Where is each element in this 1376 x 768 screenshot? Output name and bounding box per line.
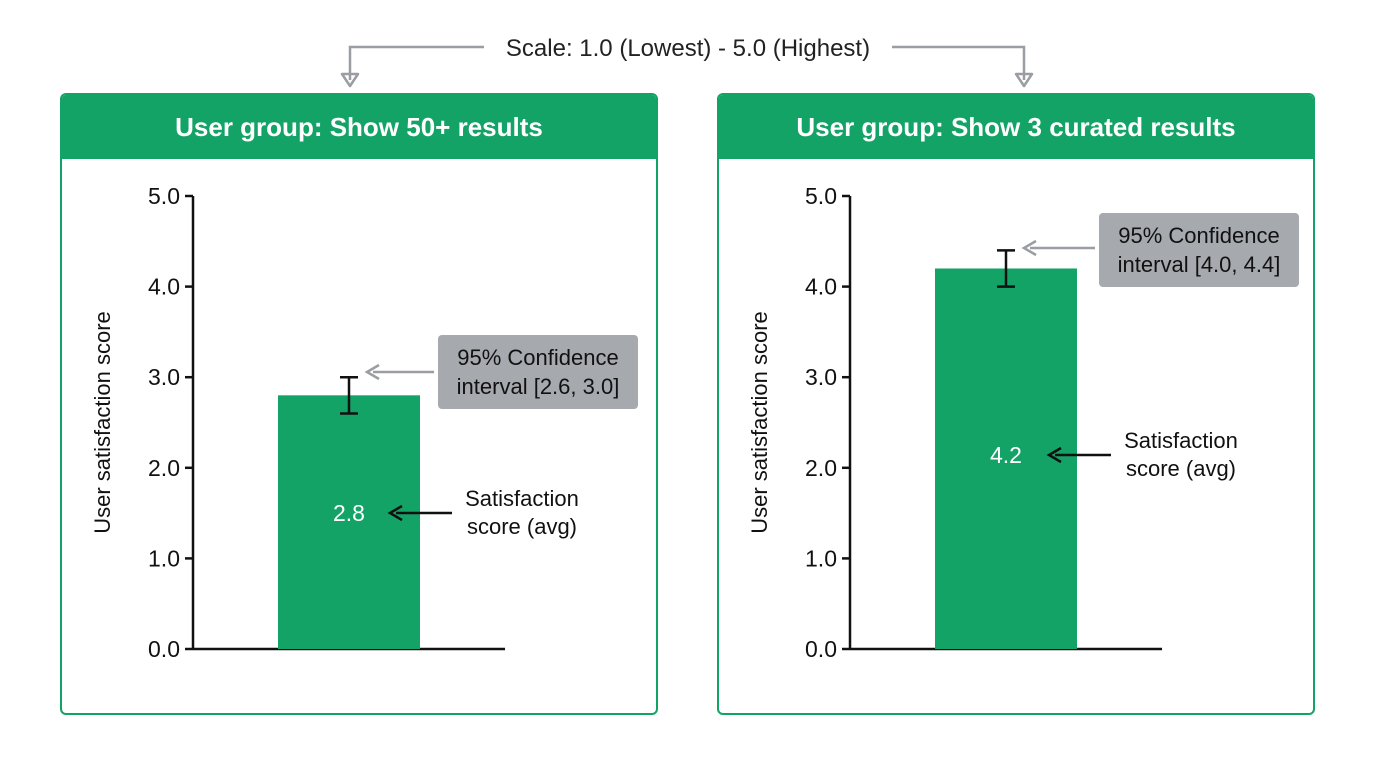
y-tick-label: 0.0 — [148, 636, 180, 662]
y-tick-label: 1.0 — [148, 545, 180, 571]
y-tick-label: 2.0 — [148, 455, 180, 481]
value-annotation-text: Satisfaction — [465, 486, 579, 511]
ci-callout-arrowhead — [364, 363, 380, 381]
value-annotation-text: Satisfaction — [1124, 428, 1238, 453]
y-tick-label: 3.0 — [805, 364, 837, 390]
bar-chart-left: 0.0 1.0 2.0 3.0 4.0 5.0 User satisfaction scor… — [90, 183, 638, 662]
y-tick-label: 0.0 — [805, 636, 837, 662]
scale-note-left-arrowhead — [340, 72, 360, 88]
bar-chart-right: 0.0 1.0 2.0 3.0 4.0 5.0 User satisfaction scor… — [747, 183, 1299, 662]
y-tick-label: 5.0 — [805, 183, 837, 209]
y-axis-label: User satisfaction score — [90, 311, 115, 534]
scale-note-right-connector — [892, 45, 1026, 80]
y-tick-label: 3.0 — [148, 364, 180, 390]
ci-callout-text: 95% Confidence — [1118, 223, 1279, 248]
scale-note-left-connector — [348, 45, 484, 80]
chart-panel-right: User group: Show 3 curated results 0.0 1.… — [717, 93, 1315, 715]
bar-value-label: 4.2 — [990, 442, 1022, 468]
bar — [278, 395, 420, 649]
ci-callout-text: 95% Confidence — [457, 345, 618, 370]
value-annotation-arrowhead — [387, 504, 403, 522]
ci-callout-arrowhead — [1021, 239, 1037, 257]
panel-title: User group: Show 3 curated results — [719, 95, 1313, 159]
value-annotation-text: score (avg) — [1126, 456, 1236, 481]
y-tick-label: 1.0 — [805, 545, 837, 571]
panel-title: User group: Show 50+ results — [62, 95, 656, 159]
value-annotation-text: score (avg) — [467, 514, 577, 539]
value-annotation-arrowhead — [1046, 446, 1062, 464]
y-tick-label: 4.0 — [148, 274, 180, 300]
y-tick-label: 5.0 — [148, 183, 180, 209]
chart-panel-left: User group: Show 50+ results 0.0 1.0 2.0 3.… — [60, 93, 658, 715]
scale-note-right-arrowhead — [1014, 72, 1034, 88]
scale-note-annotation: Scale: 1.0 (Lowest) - 5.0 (Highest) — [340, 35, 1034, 88]
y-tick-label: 2.0 — [805, 455, 837, 481]
ci-callout-text: interval [4.0, 4.4] — [1118, 252, 1281, 277]
bar-value-label: 2.8 — [333, 500, 365, 526]
ci-callout-box — [438, 335, 638, 409]
ci-callout-box — [1099, 213, 1299, 287]
ci-callout-text: interval [2.6, 3.0] — [457, 374, 620, 399]
y-axis-label: User satisfaction score — [747, 311, 772, 534]
scale-note-text: Scale: 1.0 (Lowest) - 5.0 (Highest) — [506, 35, 870, 62]
y-tick-label: 4.0 — [805, 274, 837, 300]
